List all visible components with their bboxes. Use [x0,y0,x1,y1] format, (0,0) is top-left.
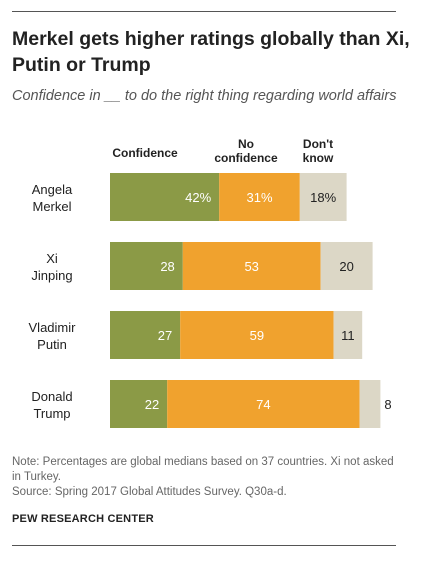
bar-don-t-know-angela-merkel [299,173,347,221]
bar-don-t-know-vladimir-putin [333,311,363,359]
bar-confidence-xi-jinping [110,242,183,290]
value-label-no-confidence-xi-jinping: 53 [244,259,258,274]
bottom-rule [12,545,396,546]
legend-dont-know-label: Don't know [302,137,334,165]
value-label-no-confidence-angela-merkel: 31% [246,190,272,205]
value-label-don-t-know-donald-trump: 8 [384,397,391,412]
bar-no-confidence-vladimir-putin [180,311,334,359]
category-label-vladimir-putin-line2: Putin [37,337,67,352]
value-label-confidence-donald-trump: 22 [145,397,159,412]
top-rule [12,11,396,12]
chart-subtitle: Confidence in __ to do the right thing r… [12,88,397,104]
note-text: Note: Percentages are global medians bas… [12,456,394,483]
value-label-no-confidence-donald-trump: 74 [256,397,270,412]
category-label-xi-jinping-line1: Xi [46,251,58,266]
category-label-vladimir-putin-line1: Vladimir [29,320,77,335]
value-label-don-t-know-angela-merkel: 18% [310,190,336,205]
legend-no-confidence-label: No confidence [214,137,278,165]
legend-dont-know: Don't know [290,137,346,165]
bar-confidence-vladimir-putin [110,311,181,359]
value-label-confidence-xi-jinping: 28 [160,259,174,274]
stacked-bar-chart: Angela Merkel 42% 31% 18% Xi Jinping 28 53 20 Vlad… [29,173,392,428]
bar-confidence-donald-trump [110,380,168,428]
chart-note: Note: Percentages are global medians bas… [12,455,397,500]
value-label-no-confidence-vladimir-putin: 59 [250,328,264,343]
bar-no-confidence-xi-jinping [182,242,321,290]
brand-logo-text: PEW RESEARCH CENTER [12,513,154,525]
legend-no-confidence: No confidence [204,137,288,165]
legend-confidence: Confidence [102,146,188,160]
value-label-confidence-angela-merkel: 42% [185,190,211,205]
category-label-xi-jinping-line2: Jinping [31,268,72,283]
category-label-angela-merkel-line1: Angela [32,182,73,197]
category-label-donald-trump-line1: Donald [31,389,72,404]
value-label-confidence-vladimir-putin: 27 [158,328,172,343]
value-label-don-t-know-xi-jinping: 20 [339,259,353,274]
bar-no-confidence-angela-merkel [219,173,300,221]
bar-no-confidence-donald-trump [167,380,360,428]
category-label-donald-trump-line2: Trump [33,406,70,421]
chart-title: Merkel gets higher ratings globally than… [12,28,410,76]
source-text: Source: Spring 2017 Global Attitudes Sur… [12,486,287,498]
bar-confidence-angela-merkel [110,173,220,221]
bar-don-t-know-xi-jinping [320,242,373,290]
category-label-angela-merkel-line2: Merkel [32,199,71,214]
value-label-don-t-know-vladimir-putin: 11 [341,328,355,343]
bar-don-t-know-donald-trump [359,380,381,428]
legend-confidence-label: Confidence [112,146,178,160]
